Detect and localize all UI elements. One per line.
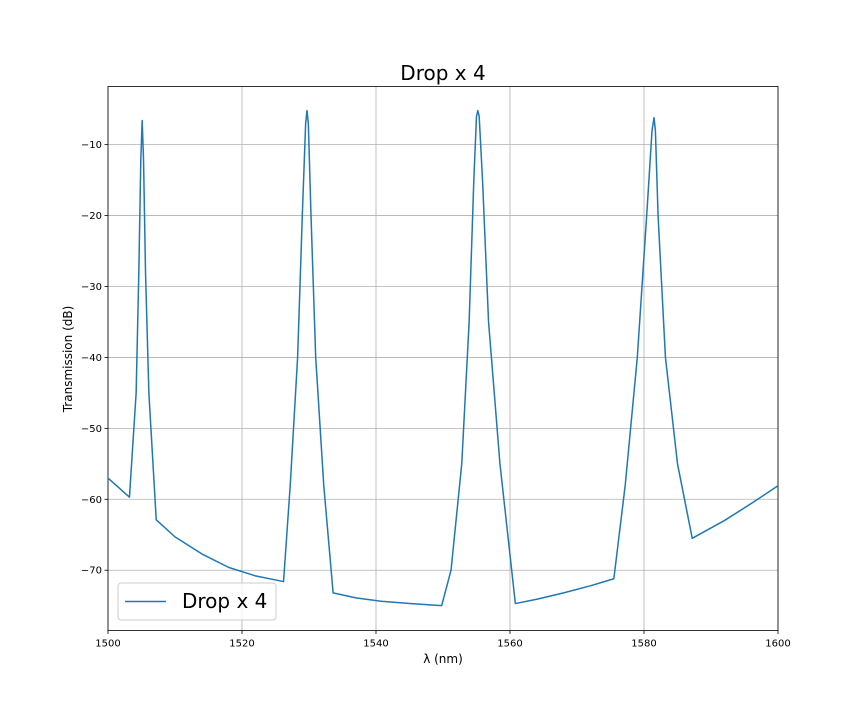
y-axis-label: Transmission (dB)	[61, 306, 75, 414]
x-tick-label: 1500	[95, 639, 120, 650]
legend-label: Drop x 4	[182, 589, 267, 613]
chart-title: Drop x 4	[400, 61, 485, 85]
x-tick-label: 1520	[229, 639, 254, 650]
y-tick-label: −70	[81, 566, 102, 577]
y-tick-label: −10	[81, 140, 102, 151]
axis-ticks: 1500 1520 1540 1560 1580 1600 −70 −60 −50 −40 −30 −…	[81, 140, 791, 649]
x-tick-label: 1560	[497, 639, 522, 650]
series-line-drop-x-4	[107, 109, 779, 607]
x-tick-label: 1580	[631, 639, 656, 650]
x-tick-label: 1600	[765, 639, 790, 650]
y-tick-label: −40	[81, 353, 102, 364]
legend-box	[117, 582, 277, 621]
y-tick-label: −20	[81, 211, 102, 222]
y-tick-label: −60	[81, 495, 102, 506]
x-axis-label: λ (nm)	[423, 652, 463, 666]
legend: Drop x 4	[117, 582, 277, 621]
x-tick-label: 1540	[363, 639, 388, 650]
grid	[107, 86, 779, 631]
y-tick-label: −50	[81, 424, 102, 435]
plot-area	[107, 86, 779, 631]
y-tick-label: −30	[81, 282, 102, 293]
